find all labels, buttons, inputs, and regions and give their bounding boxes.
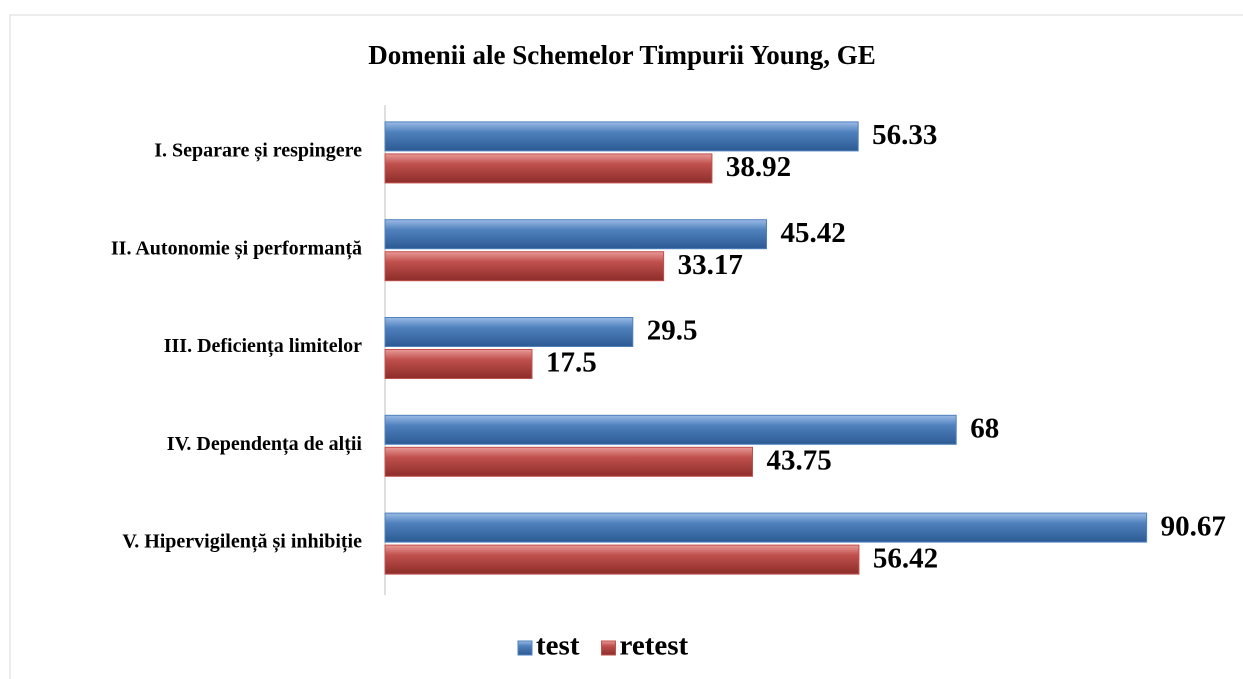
- bar: [384, 512, 1148, 543]
- data-label: 43.75: [767, 444, 832, 476]
- bar: [384, 317, 634, 347]
- data-label: 68: [970, 412, 999, 444]
- data-label: 90.67: [1161, 510, 1226, 542]
- legend-label: retest: [619, 630, 688, 662]
- data-label: 56.42: [873, 542, 938, 574]
- legend-label: test: [536, 630, 580, 662]
- legend-swatch: [517, 640, 533, 656]
- data-label: 56.33: [872, 119, 937, 151]
- data-label: 29.5: [647, 315, 698, 347]
- y-tick-label: V. Hipervigilență și inhibiție: [122, 531, 362, 554]
- bar: [384, 219, 768, 250]
- chart-border: [9, 14, 1243, 679]
- data-label: 45.42: [781, 217, 846, 249]
- y-tick-label: I. Separare și respingere: [154, 139, 362, 162]
- bar: [384, 349, 533, 379]
- y-tick-label: III. Deficiența limitelor: [164, 335, 362, 358]
- bar: [384, 121, 859, 152]
- data-label: 38.92: [726, 151, 791, 183]
- bar: [384, 544, 860, 575]
- bar: [384, 414, 957, 445]
- legend-swatch: [600, 640, 616, 656]
- data-label: 17.5: [546, 347, 597, 379]
- y-tick-label: II. Autonomie și performanță: [111, 237, 362, 260]
- data-label: 33.17: [678, 249, 743, 281]
- chart-title: Domenii ale Schemelor Timpurii Young, GE: [368, 40, 876, 70]
- bar: [384, 446, 753, 477]
- bar: [384, 153, 713, 184]
- y-tick-label: IV. Dependența de alții: [167, 433, 363, 456]
- bar: [384, 251, 665, 282]
